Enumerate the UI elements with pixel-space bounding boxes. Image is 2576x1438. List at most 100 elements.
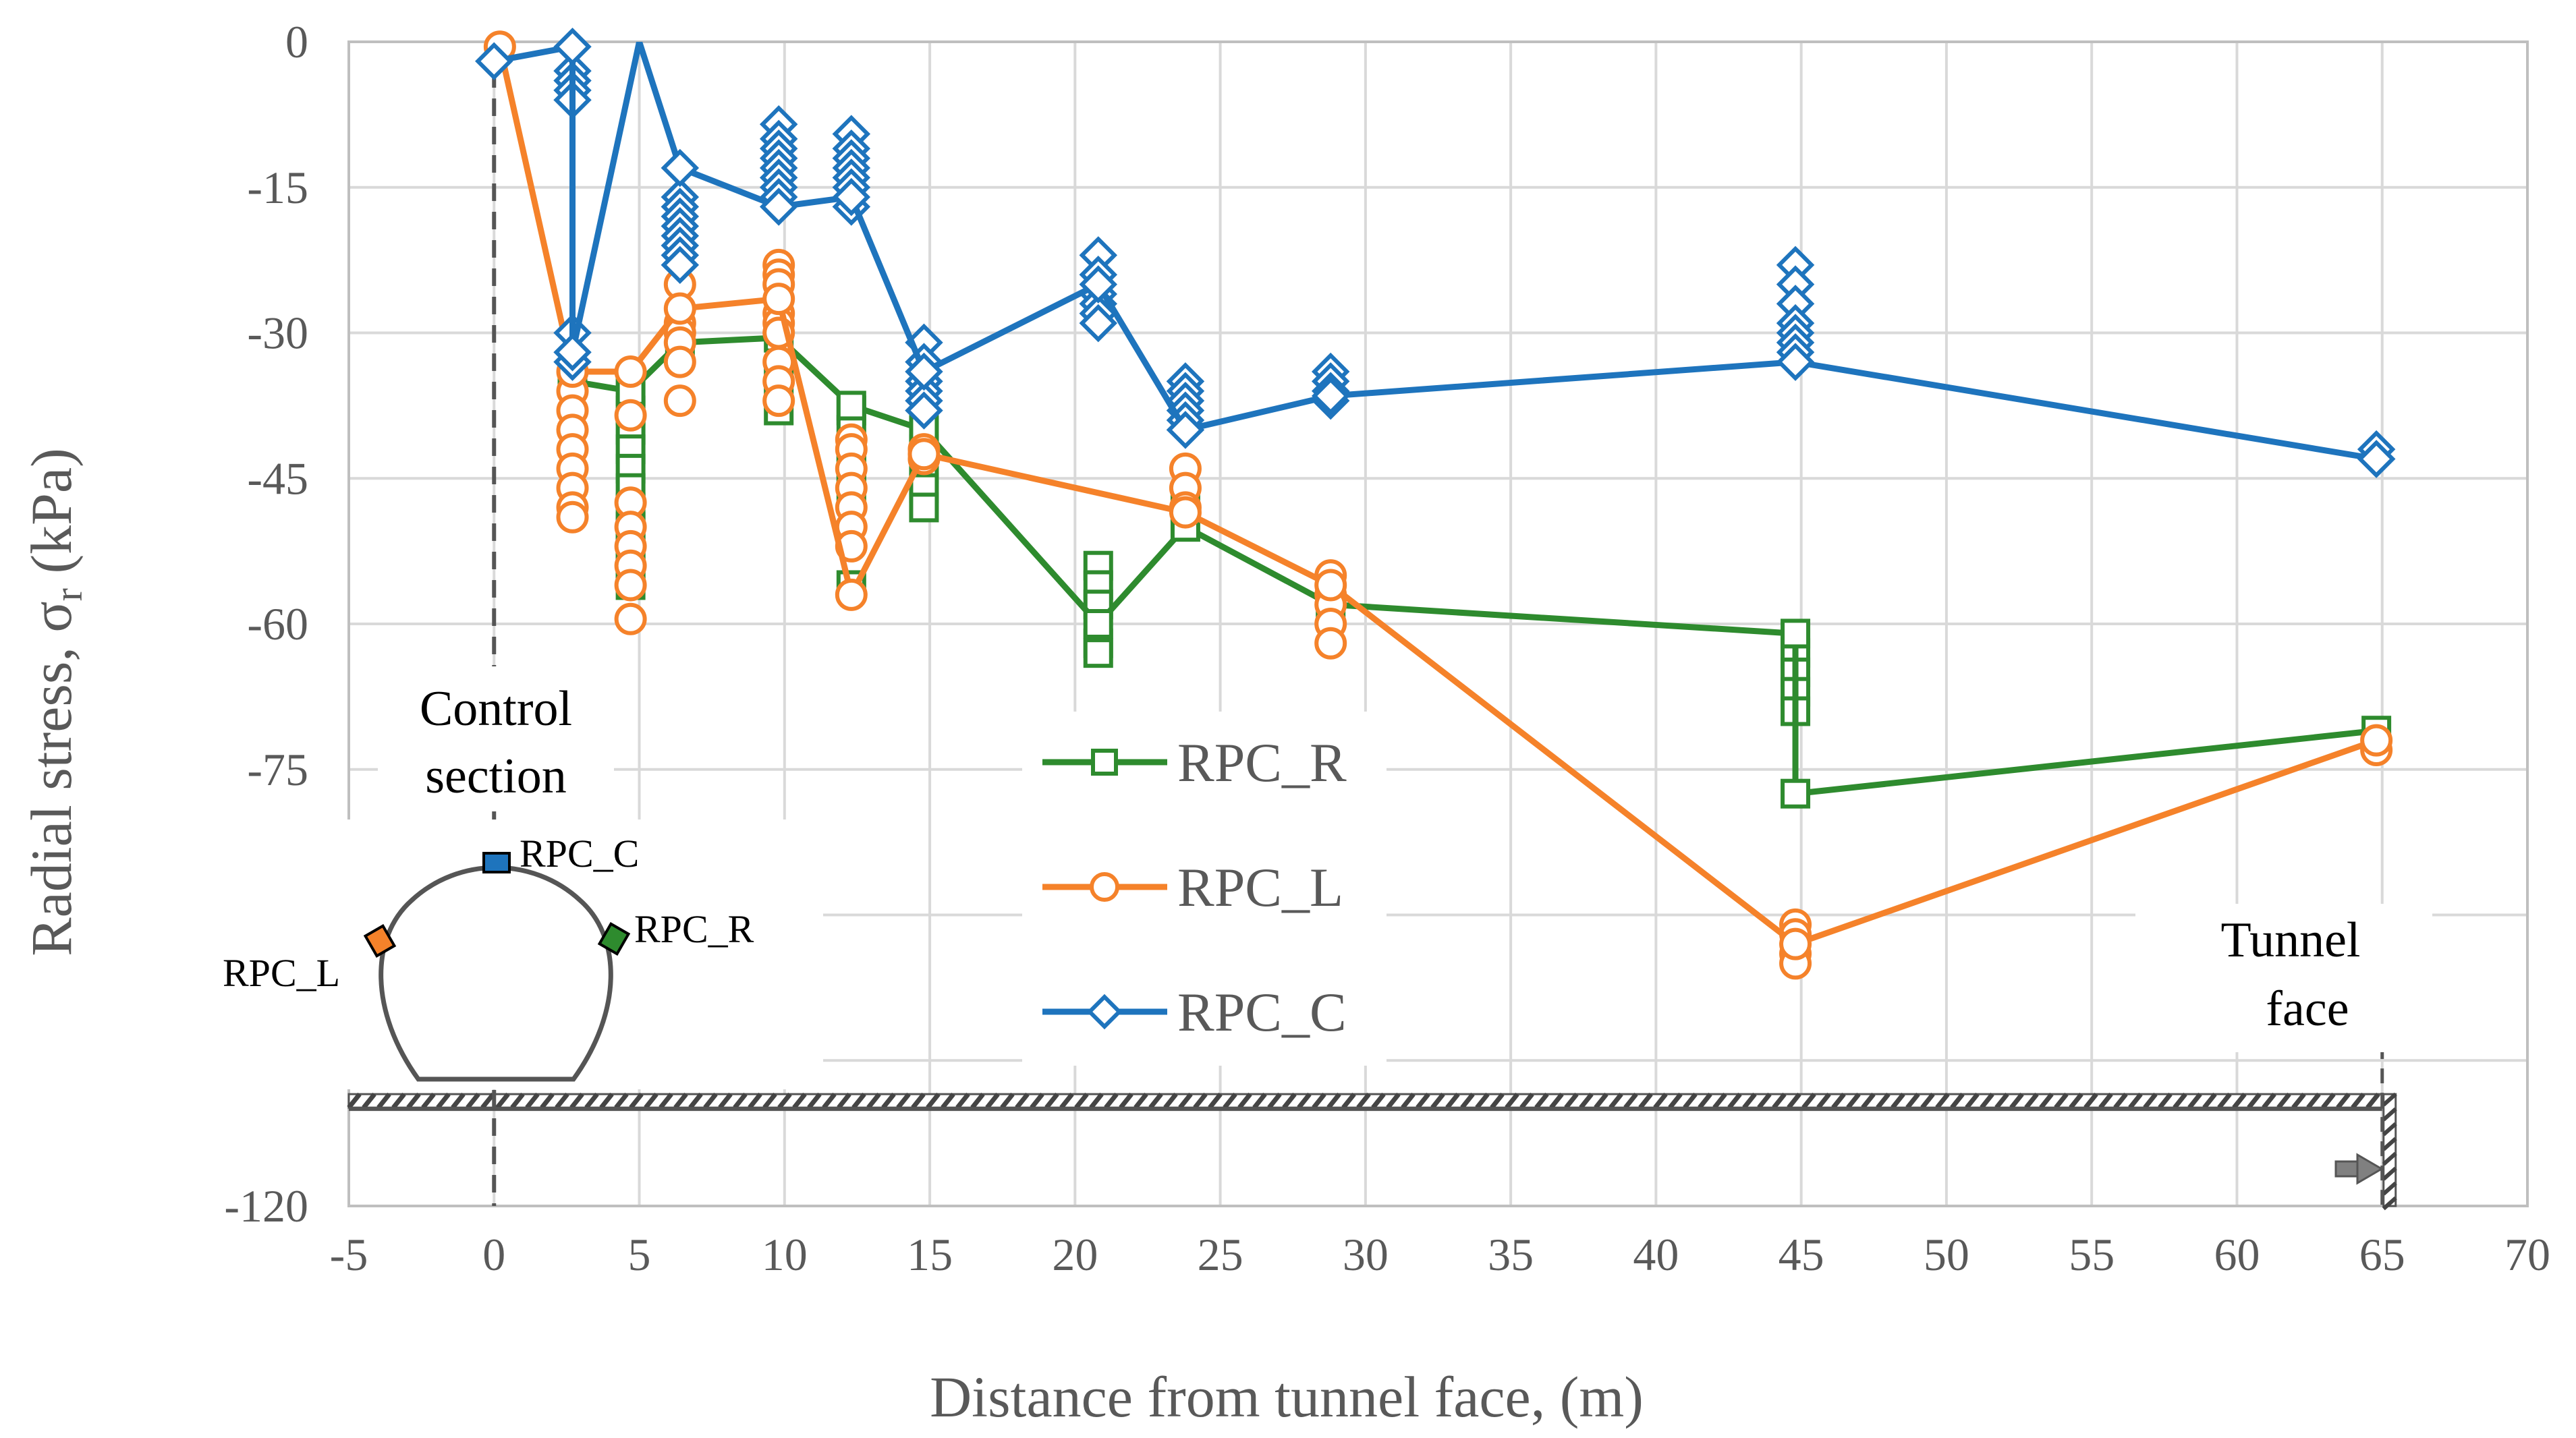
rpc-r-sensor-label: RPC_R (634, 907, 754, 951)
ground-hatch-stroke (569, 1092, 584, 1110)
ground-hatch-stroke (1698, 1092, 1712, 1110)
data-point-rpc-l (1169, 496, 1202, 529)
ground-hatch-stroke (1490, 1092, 1505, 1110)
series-rpc-c (475, 27, 2396, 478)
ground-hatch-stroke (881, 1092, 896, 1110)
legend: RPC_R RPC_L RPC_C (1022, 712, 1387, 1066)
ground-hatch-stroke (2173, 1092, 2187, 1110)
data-point-rpc-l (663, 345, 696, 378)
legend-entry-rpc-c: RPC_C (1042, 981, 1347, 1043)
data-point-rpc-l (614, 355, 647, 389)
data-point-rpc-r (1083, 638, 1113, 668)
data-point-rpc-l (614, 569, 647, 602)
ground-hatch-stroke (1371, 1092, 1386, 1110)
x-tick-label: 10 (762, 1229, 808, 1280)
ground-hatch-stroke (1341, 1092, 1356, 1110)
ground-hatch-stroke (1401, 1092, 1416, 1110)
ground-hatch-stroke (1505, 1092, 1519, 1110)
ground-hatch-stroke (2069, 1092, 2083, 1110)
x-tick-label: 70 (2504, 1229, 2550, 1280)
ground-hatch-stroke (2306, 1092, 2321, 1110)
ground-hatch-stroke (748, 1092, 762, 1110)
x-tick-label: 65 (2359, 1229, 2405, 1280)
ground-hatch-stroke (376, 1092, 391, 1110)
ground-hatch-stroke (1742, 1092, 1757, 1110)
data-point-rpc-l (762, 384, 795, 418)
ground-hatch-stroke (406, 1092, 421, 1110)
data-point-rpc-r (1781, 619, 1811, 649)
tunnel-outline (379, 865, 613, 1082)
ground-hatch-stroke (1163, 1092, 1178, 1110)
data-point-rpc-l (2360, 724, 2393, 757)
y-axis-title: Radial stress, σr (kPa) (19, 448, 90, 956)
ground-hatch-stroke (584, 1092, 599, 1110)
ground-hatch-stroke (1594, 1092, 1608, 1110)
data-point-rpc-c (475, 42, 513, 81)
ground-hatch-stroke (1950, 1092, 1965, 1110)
legend-rpc-l-marker (1090, 872, 1119, 902)
y-tick-label: -15 (247, 162, 308, 213)
ground-hatch-stroke (1416, 1092, 1430, 1110)
ground-hatch-stroke (1846, 1092, 1861, 1110)
rpc-l-sensor-icon (363, 924, 397, 958)
y-tick-label: -30 (247, 308, 308, 359)
ground-hatch-stroke (1223, 1092, 1237, 1110)
ground-hatch-stroke (525, 1092, 540, 1110)
tunnel-face-hatch (2382, 1137, 2397, 1151)
x-tick-label: 20 (1052, 1229, 1098, 1280)
ground-hatch-stroke (2291, 1092, 2306, 1110)
data-point-rpc-c (1079, 265, 1118, 304)
x-tick-label: 0 (482, 1229, 505, 1280)
ground-hatch-stroke (1816, 1092, 1831, 1110)
x-axis-title: Distance from tunnel face, (m) (930, 1364, 1644, 1429)
ground-hatch-stroke (926, 1092, 941, 1110)
ground-hatch-stroke (391, 1092, 406, 1110)
legend-rpc-l-label: RPC_L (1177, 857, 1343, 918)
ground-hatch-stroke (659, 1092, 673, 1110)
ground-hatch-stroke (1534, 1092, 1549, 1110)
x-tick-label: 60 (2214, 1229, 2260, 1280)
ground-hatch-stroke (2217, 1092, 2232, 1110)
ground-hatch-stroke (1653, 1092, 1668, 1110)
ground-hatch-stroke (1876, 1092, 1891, 1110)
ground-hatch-stroke (1133, 1092, 1148, 1110)
tunnel-cross-section: RPC_C RPC_R RPC_L (216, 819, 823, 1089)
ground-hatch-stroke (1831, 1092, 1846, 1110)
ground-hatch-stroke (2232, 1092, 2247, 1110)
rpc-c-sensor-icon (482, 852, 511, 873)
ground-hatch-stroke (1059, 1092, 1074, 1110)
ground-hatch-stroke (822, 1092, 837, 1110)
data-point-rpc-r (836, 391, 866, 421)
ground-hatch-stroke (2276, 1092, 2291, 1110)
ground-hatch-stroke (347, 1092, 362, 1110)
ground-hatch-stroke (1519, 1092, 1534, 1110)
data-point-rpc-c (905, 352, 943, 391)
tunnel-advance-arrow-head (2356, 1153, 2384, 1185)
ground-hatch-stroke (2128, 1092, 2143, 1110)
ground-hatch-stroke (495, 1092, 510, 1110)
y-tick-label: 0 (285, 16, 308, 67)
data-point-rpc-l (835, 578, 868, 611)
control-section-label-bg (378, 666, 614, 811)
ground-hatch-stroke (555, 1092, 569, 1110)
ground-hatch-stroke (1683, 1092, 1698, 1110)
ground-hatch-stroke (896, 1092, 911, 1110)
ground-hatch-stroke (807, 1092, 822, 1110)
plot-frame (347, 40, 2529, 1207)
ground-hatch-stroke (1312, 1092, 1326, 1110)
ground-hatch-stroke (1787, 1092, 1801, 1110)
ground-hatch-stroke (1475, 1092, 1490, 1110)
ground-hatch-stroke (1757, 1092, 1772, 1110)
ground-hatch-stroke (1994, 1092, 2009, 1110)
series-rpc-r (557, 322, 2392, 809)
data-point-rpc-c (2357, 440, 2396, 478)
ground-hatch-stroke (2054, 1092, 2069, 1110)
ground-hatch-stroke (1623, 1092, 1638, 1110)
data-point-rpc-c (1311, 376, 1350, 415)
ground-hatch-stroke (718, 1092, 733, 1110)
ground-hatch-stroke (1430, 1092, 1445, 1110)
tunnel-face-hatch (2382, 1107, 2397, 1122)
tunnel-face-hatch (2382, 1151, 2397, 1166)
data-point-rpc-c (1079, 304, 1118, 343)
